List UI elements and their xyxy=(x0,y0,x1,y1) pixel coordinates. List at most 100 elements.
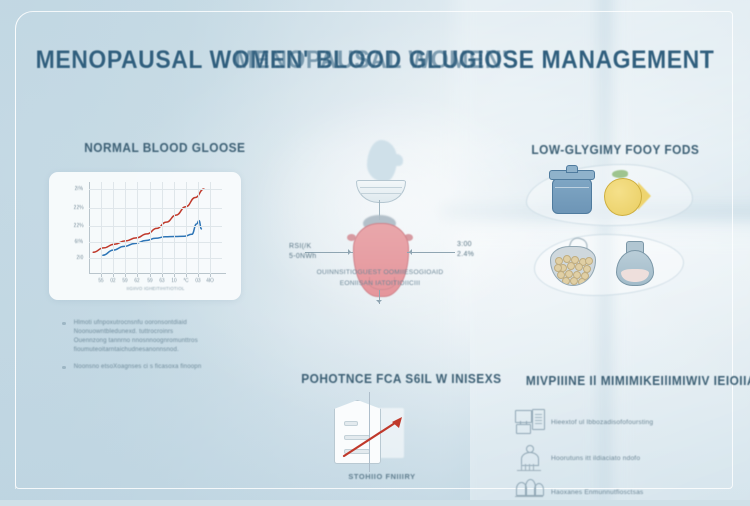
grid-line-vertical xyxy=(137,182,139,274)
red-trend-arrow-icon xyxy=(342,417,402,458)
monitor-document-icon xyxy=(515,408,545,436)
bullet-dot-icon xyxy=(62,365,66,369)
x-tick-mark xyxy=(185,274,187,277)
nut xyxy=(575,263,583,271)
y-tick-label: 6I% xyxy=(74,238,84,245)
clipboard-icon xyxy=(334,400,381,464)
x-axis xyxy=(89,273,226,274)
leader-line-left xyxy=(305,249,353,256)
panel-divider xyxy=(369,392,370,472)
bullet-line: Hlmoti ufnpoxutrocnsnfu ooronsontdiaid xyxy=(73,319,187,326)
bullet-item: Hlmoti ufnpoxutrocnsnfu ooronsontdiaid No… xyxy=(62,318,252,354)
grid-line-vertical xyxy=(197,182,199,274)
y-tick-label: 2I0 xyxy=(76,255,84,262)
center-label-left-line1: RSI(/K xyxy=(289,243,312,250)
center-illustration: RSI(/K 5-0NWh 3:00 2.4% OUINNSITIOGUEST … xyxy=(275,130,485,310)
grid-line-vertical xyxy=(185,182,187,274)
bowl-line xyxy=(360,193,402,194)
brain-organ-icon xyxy=(367,140,403,182)
people-group-icon xyxy=(515,478,544,506)
bullet-line: fioumuteoitarntaichudnesanonnsnod. xyxy=(73,346,179,353)
center-label-right-line2: 2.4% xyxy=(457,251,475,258)
leader-arrow-down xyxy=(376,290,383,304)
nut xyxy=(570,277,578,285)
list-item: Hoorutuns itt ildiaciato ndofo xyxy=(515,444,640,472)
bottom-center-heading: POHOTNCE FCA S6IL W INISEXS xyxy=(301,372,502,386)
cooking-pot-icon xyxy=(552,178,592,214)
chart-line-blue-line xyxy=(102,219,203,256)
foods-panel-heading: LOW-GLYGIMY FOOY FODS xyxy=(531,143,700,157)
jar-contents xyxy=(621,269,649,282)
x-tick-label: 03 xyxy=(195,278,201,284)
y-tick-label: 2I% xyxy=(74,186,84,193)
x-tick-label: 63 xyxy=(158,278,165,284)
fruit-wedge-icon xyxy=(638,182,651,210)
nut xyxy=(557,271,565,279)
grid-line-horizontal xyxy=(89,226,222,228)
x-tick-mark xyxy=(101,274,103,277)
figures-ground xyxy=(515,496,543,497)
pot-band xyxy=(555,187,589,188)
nut xyxy=(567,262,575,270)
uterus-icon xyxy=(353,223,409,297)
x-tick-mark xyxy=(173,274,175,277)
bowl-icon xyxy=(356,180,406,203)
list-item-label: Haoxanes Enmunnutfiosctsas xyxy=(551,488,644,496)
grid-line-horizontal xyxy=(89,241,222,243)
y-tick-label: 22% xyxy=(73,204,84,211)
nut xyxy=(578,278,586,285)
ovary-left-icon xyxy=(347,234,356,241)
center-label-right: 3:00 2.4% xyxy=(457,240,474,260)
y-tick-label: 22% xyxy=(73,223,84,230)
connector-stem xyxy=(379,200,381,220)
grid-line-horizontal xyxy=(89,207,222,209)
center-caption-line2: EONIISAN IATOITIOIICIII xyxy=(339,279,421,287)
bullet-text: Hlmoti ufnpoxutrocnsnfu ooronsontdiaid No… xyxy=(71,318,253,354)
grid-line-horizontal xyxy=(89,258,222,260)
x-axis-label: IIGIIVO IGHEITIHITIOTIOL xyxy=(126,286,185,291)
chart-series-svg xyxy=(92,188,205,256)
x-tick-label: 55 xyxy=(98,278,104,284)
bowl-line xyxy=(360,187,402,188)
chart-card: IIGIIVO IGHEITIHITIOTIOL 55 02 59 62 59 63 10 *… xyxy=(49,172,241,300)
center-caption-line1: OUINNSITIOGUEST OOMIIESOGIOAID xyxy=(316,269,444,276)
grid-line-vertical xyxy=(113,182,115,274)
grid-line-vertical xyxy=(101,182,103,274)
bottom-center-panel: STOHIIO FNIIIRY xyxy=(282,368,482,493)
ovary-right-icon xyxy=(404,234,413,241)
bottom-right-heading: MIVPIIINE Il MIMIMIKEIlIMIWIV IEIOIIAIIE… xyxy=(525,374,750,388)
figure-right xyxy=(534,483,544,496)
yellow-fruit-icon xyxy=(604,178,642,216)
bottom-center-caption: STOHIIO FNIIIRY xyxy=(348,472,416,481)
x-tick-mark xyxy=(113,274,115,277)
center-label-right-line1: 3:00 xyxy=(457,241,472,248)
x-tick-mark xyxy=(209,274,211,277)
person-body xyxy=(521,452,539,466)
foods-panel xyxy=(512,162,702,302)
monitor-screen xyxy=(515,410,532,423)
grid-line-horizontal xyxy=(89,189,222,191)
page-title-text: MENOPAUSAL WOMEN' BLOOD GLUGIOSE MANAGEM… xyxy=(35,46,715,74)
nut-basket-icon xyxy=(550,246,596,286)
person-ground xyxy=(517,470,541,471)
page-title: MENOPAUSAL WOMEN' MENOPAUSAL WOMEN' BLOO… xyxy=(30,46,720,75)
nut xyxy=(562,277,570,285)
clipboard-line xyxy=(344,421,358,426)
ceramic-jar-icon xyxy=(616,250,654,286)
x-tick-mark xyxy=(161,274,163,277)
list-item-label: Hoorutuns itt ildiaciato ndofo xyxy=(551,454,641,462)
document-sheet xyxy=(532,409,545,430)
x-tick-label: 62 xyxy=(134,278,140,284)
bottom-right-panel: Hieextof ul Ibbozadisofofoursting Hoorut… xyxy=(505,368,730,497)
bullet-line: Noonuowntbledunexd. tuttrocroinrs xyxy=(73,328,173,335)
x-tick-label: *C xyxy=(183,278,189,284)
chart-bullet-list: Hlmoti ufnpoxutrocnsnfu ooronsontdiaid No… xyxy=(62,318,252,379)
center-label-left: RSI(/K 5-0NWh xyxy=(289,242,316,262)
center-glow xyxy=(250,95,550,325)
list-item: Hieextof ul Ibbozadisofofoursting xyxy=(515,408,653,436)
bullet-dot-icon xyxy=(62,321,66,325)
person-icon xyxy=(515,444,543,472)
bullet-line: Noonsno etsoXoagnses ci s ficasoxa finoo… xyxy=(73,363,201,370)
fruit-leaf-icon xyxy=(612,170,628,178)
list-item-label: Hieextof ul Ibbozadisofofoursting xyxy=(551,418,654,426)
